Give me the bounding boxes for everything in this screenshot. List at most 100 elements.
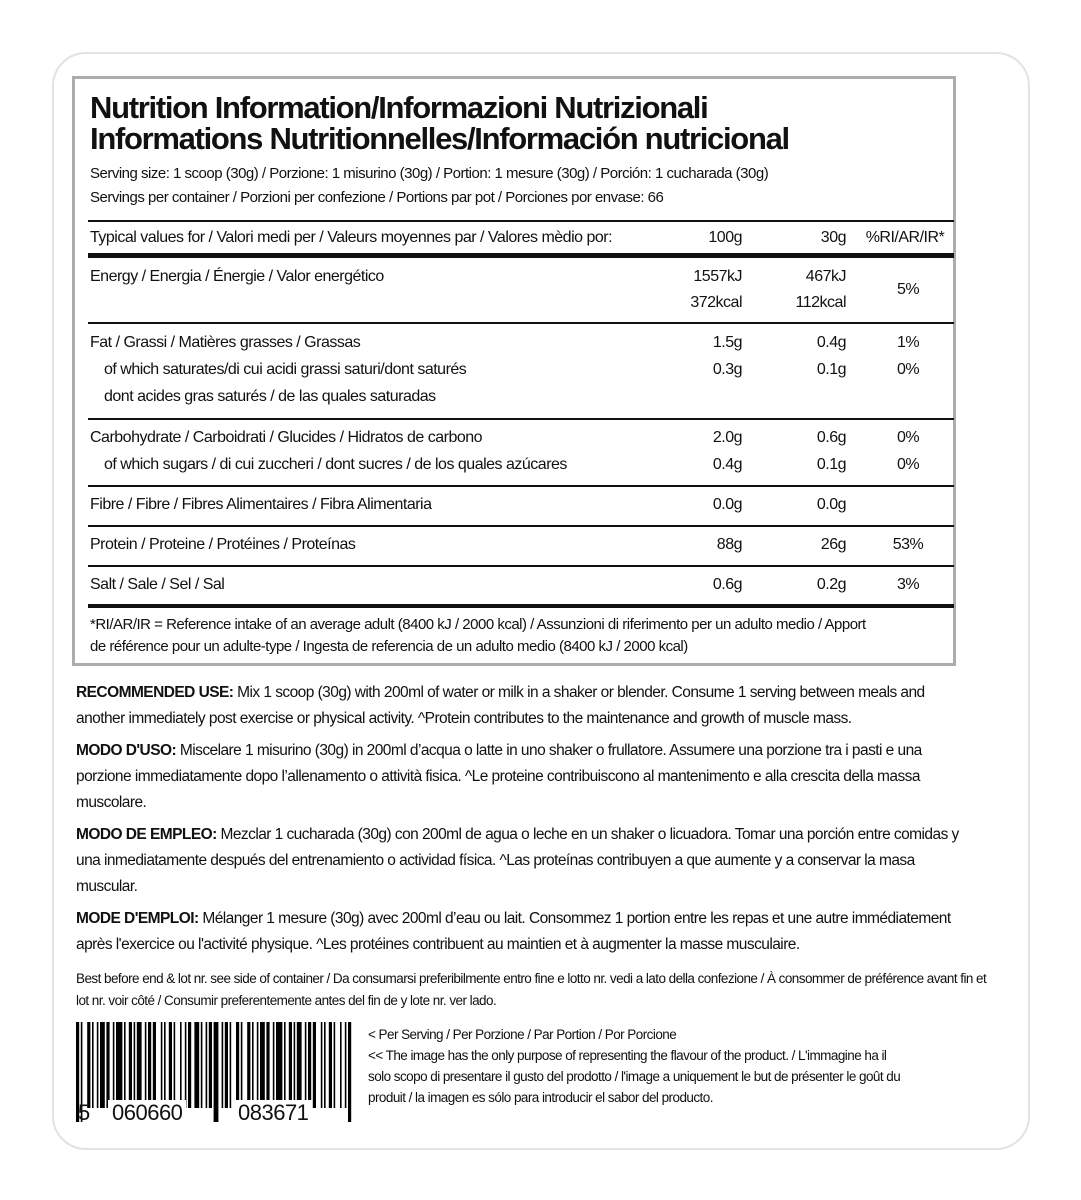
carbohydrate-100: 2.0g bbox=[712, 429, 743, 446]
header-100g: 100g bbox=[708, 229, 742, 246]
barcode-bar bbox=[224, 1022, 228, 1108]
best-before: Best before end & lot nr. see side of co… bbox=[76, 971, 987, 1008]
energy-100-kcal: 372kcal bbox=[690, 294, 742, 311]
barcode-bar bbox=[213, 1022, 219, 1122]
usage-text: Mélanger 1 mesure (30g) avec 200ml d’eau… bbox=[76, 910, 951, 953]
barcode-bar bbox=[112, 1022, 115, 1108]
energy-label: Energy / Energia / Énergie / Valor energ… bbox=[90, 268, 384, 285]
usage-text: Mezclar 1 cucharada (30g) con 200ml de a… bbox=[76, 826, 959, 895]
barcode-bar bbox=[136, 1022, 142, 1108]
divider-thick bbox=[88, 604, 954, 608]
usage-heading: MODE D'EMPLOI: bbox=[76, 910, 199, 927]
usage-heading: MODO D'USO: bbox=[76, 742, 177, 759]
barcode-bar bbox=[96, 1022, 99, 1108]
barcode-bar bbox=[260, 1022, 265, 1108]
barcode-bar bbox=[344, 1022, 347, 1108]
barcode-bar bbox=[240, 1022, 243, 1108]
divider bbox=[88, 485, 954, 487]
barcode-bar bbox=[266, 1022, 270, 1108]
nutrition-panel bbox=[72, 76, 956, 666]
carbohydrate-30: 0.6g bbox=[816, 429, 847, 446]
barcode-bar bbox=[124, 1022, 126, 1108]
barcode-bar bbox=[173, 1022, 176, 1108]
fibre-label: Fibre / Fibre / Fibres Alimentaires / Fi… bbox=[90, 496, 432, 513]
barcode-bar bbox=[80, 1022, 83, 1122]
sugars-ri: 0% bbox=[896, 456, 920, 473]
divider bbox=[88, 418, 954, 420]
energy-30-kcal: 112kcal bbox=[795, 294, 847, 311]
barcode-bar bbox=[194, 1022, 200, 1108]
usage-italian: MODO D'USO: Miscelare 1 misurino (30g) i… bbox=[76, 738, 976, 816]
barcode-bar bbox=[312, 1022, 316, 1108]
carbohydrate-ri: 0% bbox=[896, 429, 920, 446]
protein-label: Protein / Proteine / Protéines / Proteín… bbox=[90, 536, 356, 553]
barcode-bar bbox=[284, 1022, 286, 1108]
fibre-100: 0.0g bbox=[712, 496, 743, 513]
barcode-bar bbox=[92, 1022, 94, 1108]
fat-ri: 1% bbox=[896, 334, 920, 351]
barcode-bar bbox=[293, 1022, 296, 1108]
barcode-bar bbox=[247, 1022, 251, 1108]
barcode-bar bbox=[252, 1022, 254, 1108]
barcode-digit-1: 5 bbox=[78, 1100, 90, 1125]
barcode-bar bbox=[272, 1022, 275, 1108]
barcode-bar bbox=[148, 1022, 152, 1108]
barcode-bar bbox=[236, 1022, 240, 1108]
sugars-100: 0.4g bbox=[712, 456, 743, 473]
divider bbox=[88, 322, 954, 324]
barcode-bar bbox=[256, 1022, 259, 1108]
barcode-bar bbox=[76, 1022, 80, 1122]
usage-french: MODE D'EMPLOI: Mélanger 1 mesure (30g) a… bbox=[76, 906, 976, 958]
barcode-bar bbox=[152, 1022, 156, 1108]
barcode-bar bbox=[324, 1022, 326, 1108]
barcode-bar bbox=[348, 1022, 352, 1122]
usage-heading: MODO DE EMPLEO: bbox=[76, 826, 217, 843]
barcode-bar bbox=[208, 1022, 212, 1108]
barcode bbox=[76, 1022, 352, 1122]
sugars-label: of which sugars / di cui zuccheri / dont… bbox=[104, 456, 567, 473]
barcode-bar bbox=[164, 1022, 166, 1108]
usage-text: Mix 1 scoop (30g) with 200ml of water or… bbox=[76, 684, 925, 727]
barcode-bar bbox=[180, 1022, 182, 1108]
divider bbox=[88, 525, 954, 527]
barcode-bar bbox=[128, 1022, 132, 1108]
saturates-label-1: of which saturates/di cui acidi grassi s… bbox=[104, 361, 467, 378]
saturates-label-2: dont acides gras saturés / de las quales… bbox=[104, 388, 436, 405]
header-label: Typical values for / Valori medi per / V… bbox=[90, 229, 613, 246]
ri-note-line-1: *RI/AR/IR = Reference intake of an avera… bbox=[90, 616, 866, 633]
barcode-bar bbox=[320, 1022, 323, 1108]
saturates-ri: 0% bbox=[896, 361, 920, 378]
barcode-digits-2: 060660 bbox=[108, 1100, 187, 1126]
barcode-bar bbox=[229, 1022, 232, 1108]
serving-size: Serving size: 1 scoop (30g) / Porzione: … bbox=[90, 165, 769, 182]
barcode-bar bbox=[106, 1022, 110, 1108]
salt-label: Salt / Sale / Sel / Sal bbox=[90, 576, 225, 593]
saturates-100: 0.3g bbox=[712, 361, 743, 378]
barcode-bar bbox=[188, 1022, 192, 1108]
barcode-digits-3: 083671 bbox=[234, 1100, 313, 1126]
protein-30: 26g bbox=[820, 536, 847, 553]
barcode-bar bbox=[328, 1022, 332, 1108]
header-30g: 30g bbox=[820, 229, 847, 246]
protein-ri: 53% bbox=[892, 536, 924, 553]
barcode-bar bbox=[340, 1022, 342, 1108]
protein-100: 88g bbox=[716, 536, 743, 553]
per-serving-note: < Per Serving / Per Porzione / Par Porti… bbox=[368, 1027, 677, 1042]
fat-100: 1.5g bbox=[712, 334, 743, 351]
fat-30: 0.4g bbox=[816, 334, 847, 351]
barcode-bar bbox=[133, 1022, 136, 1108]
salt-30: 0.2g bbox=[816, 576, 847, 593]
energy-100-kj: 1557kJ bbox=[693, 268, 742, 285]
footnotes: < Per Serving / Per Porzione / Par Porti… bbox=[368, 1024, 908, 1108]
energy-ri: 5% bbox=[896, 281, 920, 298]
image-disclaimer: << The image has the only purpose of rep… bbox=[368, 1048, 901, 1105]
barcode-bar bbox=[160, 1022, 163, 1108]
barcode-bar bbox=[205, 1022, 208, 1108]
title-line-1: Nutrition Information/Informazioni Nutri… bbox=[90, 90, 709, 125]
barcode-bar bbox=[100, 1022, 105, 1108]
fat-label: Fat / Grassi / Matières grasses / Grassa… bbox=[90, 334, 361, 351]
salt-ri: 3% bbox=[896, 576, 920, 593]
barcode-bar bbox=[168, 1022, 172, 1108]
header-ri: %RI/AR/IR* bbox=[865, 229, 945, 246]
energy-30-kj: 467kJ bbox=[805, 268, 847, 285]
